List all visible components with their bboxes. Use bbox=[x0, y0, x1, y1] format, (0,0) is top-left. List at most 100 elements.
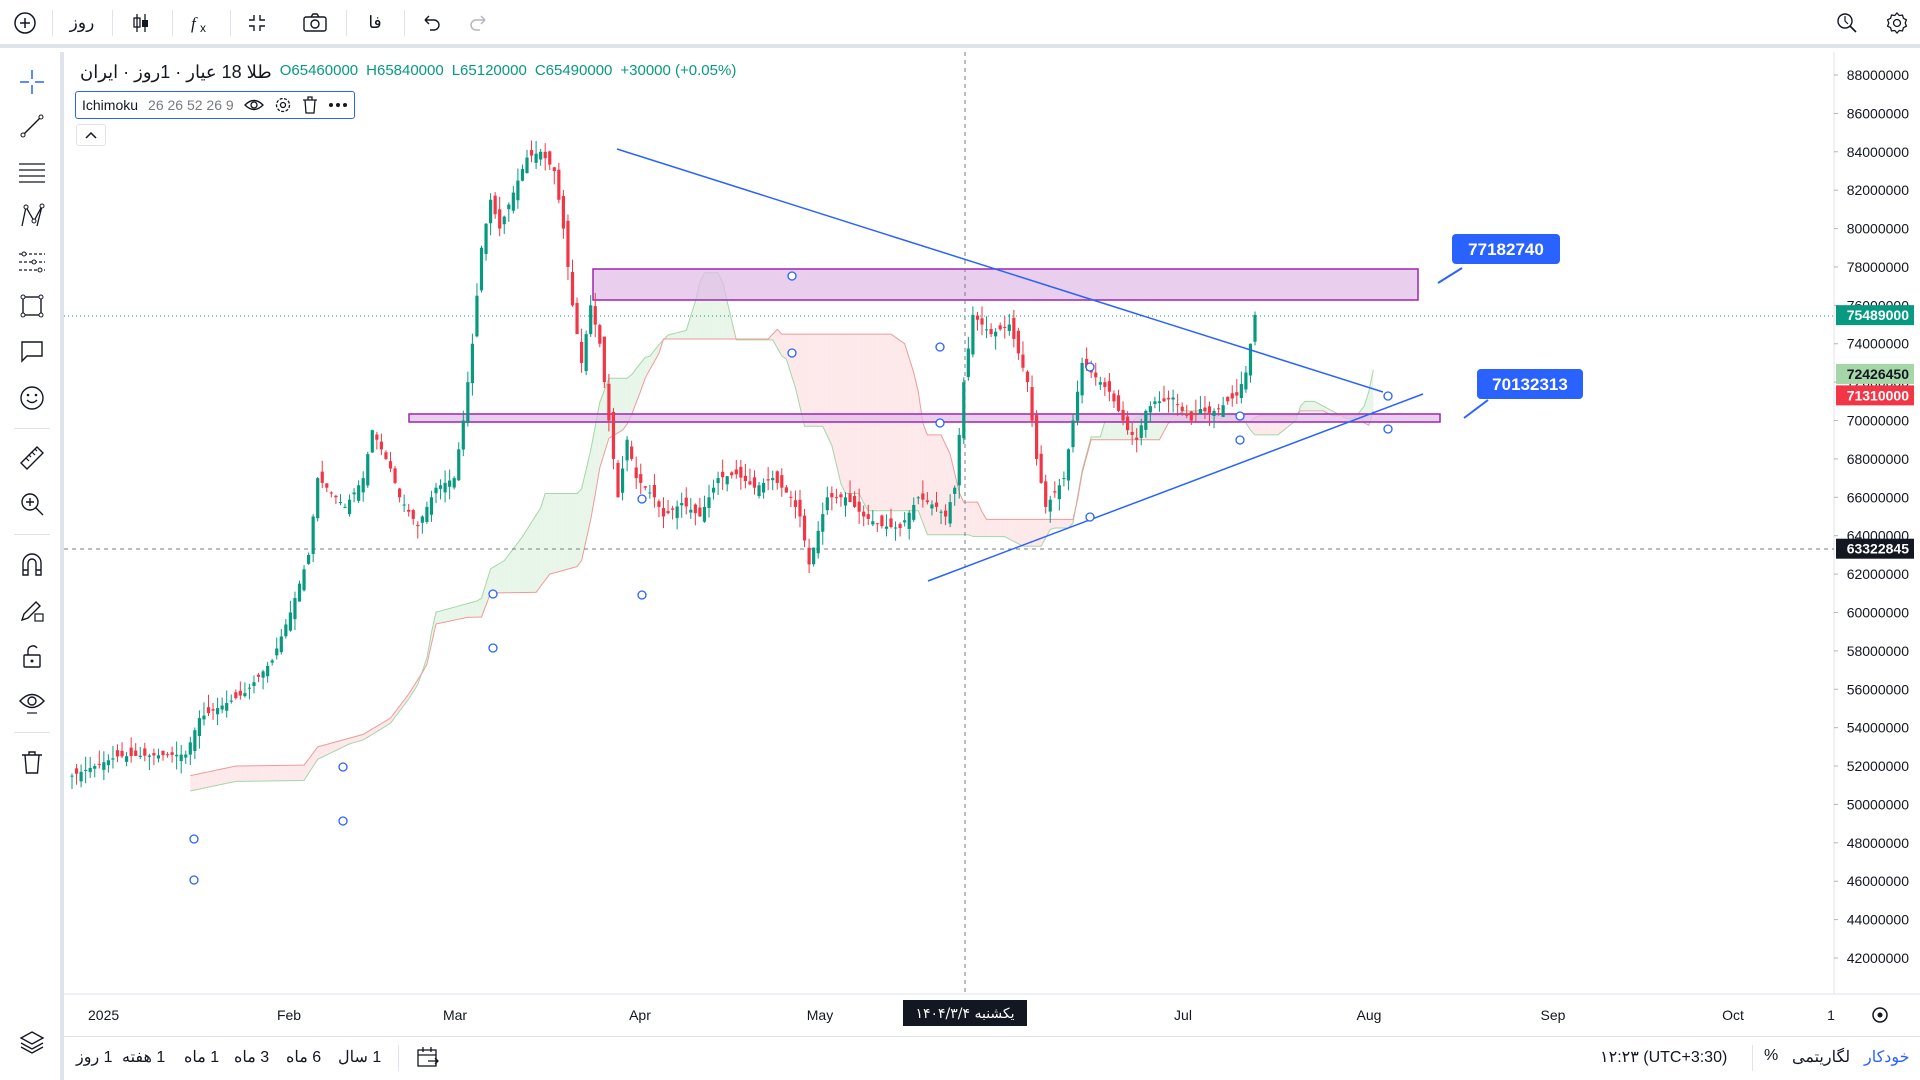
date-range-button[interactable] bbox=[416, 1045, 440, 1074]
candle-body bbox=[70, 775, 74, 777]
log-toggle[interactable]: لگاریتمی bbox=[1792, 1049, 1851, 1066]
kumo-segment bbox=[640, 357, 646, 391]
range-1d[interactable]: 1 روز bbox=[76, 1049, 113, 1066]
candle-body bbox=[125, 756, 129, 762]
stay-in-drawing-tool[interactable] bbox=[14, 592, 50, 628]
candle-body bbox=[229, 700, 233, 702]
crosshair-date-label: یکشنبه ۱۴۰۴/۳/۴ bbox=[915, 1006, 1014, 1022]
candle-body bbox=[79, 771, 83, 782]
kumo-segment bbox=[199, 772, 204, 790]
kumo-segment bbox=[672, 332, 678, 339]
candle-body bbox=[475, 295, 479, 337]
range-6m[interactable]: 6 ماه bbox=[286, 1049, 322, 1066]
percent-toggle[interactable]: % bbox=[1764, 1047, 1779, 1064]
candle-body bbox=[962, 382, 966, 439]
fullscreen-button[interactable] bbox=[240, 6, 274, 40]
hide-drawings-tool[interactable] bbox=[14, 684, 50, 720]
upper-price-label-text: 77182740 bbox=[1468, 240, 1544, 259]
trendline-tool[interactable] bbox=[14, 108, 50, 144]
plus-circle-icon bbox=[14, 12, 36, 34]
close-value: C65490000 bbox=[534, 62, 613, 79]
object-tree-tool[interactable] bbox=[14, 1024, 50, 1060]
kumo-segment bbox=[504, 554, 509, 593]
drawing-handles bbox=[189, 271, 1393, 885]
undo-button[interactable] bbox=[414, 6, 448, 40]
crosshair-tool[interactable] bbox=[14, 64, 50, 100]
candle-body bbox=[1176, 404, 1180, 406]
smiley-icon bbox=[20, 386, 44, 410]
bottom-toolbar: 1 روز 1 هفته 1 ماه 3 ماه 6 ماه 1 سال ۱۲:… bbox=[64, 1036, 1920, 1080]
kumo-segment bbox=[1027, 519, 1033, 547]
more-icon[interactable] bbox=[328, 102, 348, 108]
screenshot-button[interactable] bbox=[298, 6, 332, 40]
candle-body bbox=[411, 510, 415, 519]
collapse-legend-button[interactable] bbox=[76, 124, 106, 146]
kumo-segment bbox=[1004, 519, 1010, 540]
kumo-segment bbox=[804, 334, 810, 427]
candle-body bbox=[147, 755, 151, 757]
interval-button[interactable]: روز bbox=[69, 13, 95, 32]
candle-body bbox=[379, 441, 383, 450]
candle-body bbox=[525, 157, 529, 174]
kumo-segment bbox=[595, 402, 600, 495]
remove-drawings-tool[interactable] bbox=[14, 744, 50, 780]
kumo-segment bbox=[208, 770, 214, 788]
kumo-segment bbox=[322, 744, 327, 758]
candle-body bbox=[193, 730, 197, 752]
symbol-title[interactable]: طلا 18 عیار · 1روز · ایران bbox=[80, 62, 272, 82]
candle-body bbox=[461, 420, 465, 450]
range-1w[interactable]: 1 هفته bbox=[122, 1049, 166, 1066]
candle-body bbox=[771, 478, 775, 481]
language-button[interactable]: فا bbox=[368, 13, 382, 32]
kumo-segment bbox=[408, 686, 414, 699]
shapes-tool[interactable] bbox=[14, 288, 50, 324]
eye-icon[interactable] bbox=[243, 97, 264, 113]
range-1y[interactable]: 1 سال bbox=[338, 1049, 382, 1066]
gear-icon[interactable] bbox=[274, 96, 292, 114]
last-price-label: 75489000 bbox=[1847, 307, 1910, 323]
candle-body bbox=[216, 708, 220, 715]
emoji-tool[interactable] bbox=[14, 380, 50, 416]
candle-body bbox=[834, 497, 838, 499]
indicator-pill[interactable]: Ichimoku 26 26 52 26 9 bbox=[75, 91, 355, 119]
candle-body bbox=[529, 150, 534, 156]
trash-icon[interactable] bbox=[302, 96, 318, 114]
chart-type-button[interactable] bbox=[124, 6, 158, 40]
measure-tool[interactable] bbox=[14, 440, 50, 476]
upper-price-label-bg bbox=[1452, 234, 1560, 264]
forecast-tool[interactable] bbox=[14, 244, 50, 280]
add-symbol-button[interactable] bbox=[8, 6, 42, 40]
lock-drawings-tool[interactable] bbox=[14, 638, 50, 674]
settings-button[interactable] bbox=[1880, 6, 1914, 40]
candle-body bbox=[1153, 401, 1157, 404]
quick-search-button[interactable] bbox=[1830, 6, 1864, 40]
annotation-tool[interactable] bbox=[14, 334, 50, 370]
kumo-segment bbox=[809, 334, 814, 427]
gear-hub bbox=[1877, 1012, 1883, 1018]
candle-body bbox=[238, 690, 242, 696]
magnet-tool[interactable] bbox=[14, 546, 50, 582]
resistance-zone bbox=[592, 268, 1419, 301]
range-1m[interactable]: 1 ماه bbox=[184, 1049, 220, 1066]
timezone-button[interactable]: ۱۲:۲۳ (UTC+3:30) bbox=[1600, 1049, 1728, 1066]
auto-toggle[interactable]: خودکار bbox=[1864, 1049, 1910, 1066]
zoom-tool[interactable] bbox=[14, 486, 50, 522]
fib-tool[interactable] bbox=[14, 154, 50, 190]
candle-body bbox=[762, 482, 766, 493]
redo-button[interactable] bbox=[462, 6, 496, 40]
candle-body bbox=[134, 750, 138, 756]
candle-body bbox=[197, 718, 201, 737]
kumo-segment bbox=[572, 493, 578, 568]
candle-body bbox=[1007, 324, 1011, 331]
callout-pointer-upper bbox=[1437, 267, 1463, 284]
candle-body bbox=[84, 769, 88, 771]
kumo-segment bbox=[390, 712, 396, 724]
range-3m[interactable]: 3 ماه bbox=[234, 1049, 270, 1066]
candle-body bbox=[843, 497, 848, 506]
candle-body bbox=[666, 511, 670, 514]
candle-body bbox=[507, 204, 511, 210]
pattern-tool[interactable] bbox=[14, 198, 50, 234]
candle-body bbox=[184, 754, 188, 758]
